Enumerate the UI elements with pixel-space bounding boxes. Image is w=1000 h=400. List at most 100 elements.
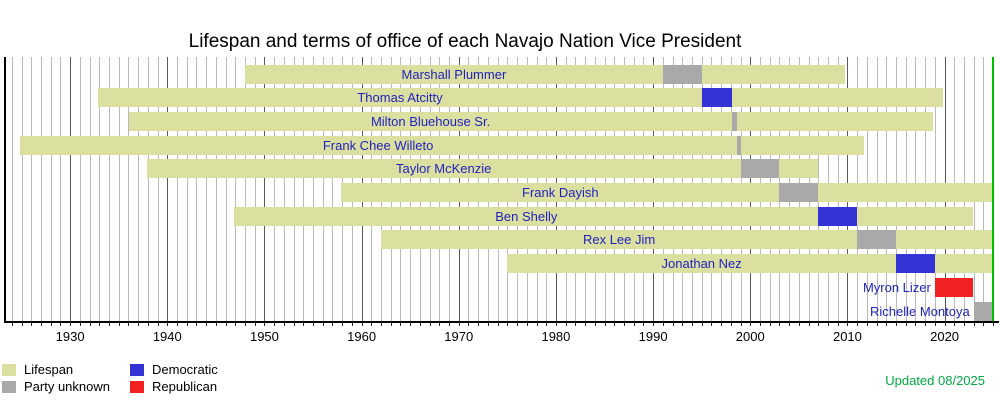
person-name-label: Milton Bluehouse Sr. — [370, 113, 491, 129]
person-name-label: Ben Shelly — [495, 208, 558, 224]
axis-tick — [682, 321, 684, 326]
legend-item-republican: Republican — [130, 379, 217, 394]
axis-tick-label: 1970 — [444, 329, 474, 344]
axis-tick — [827, 321, 829, 326]
gridline — [79, 57, 81, 321]
gridline — [138, 57, 140, 321]
axis-tick — [245, 321, 247, 326]
gridline — [177, 57, 178, 321]
axis-tick — [896, 321, 897, 326]
axis-tick — [50, 321, 52, 326]
axis-tick — [740, 321, 742, 326]
axis-tick — [118, 321, 120, 326]
axis-tick — [390, 321, 392, 326]
term-bar — [896, 254, 935, 274]
axis-tick — [449, 321, 451, 326]
axis-tick-label: 1960 — [347, 329, 377, 344]
gridline — [99, 57, 101, 321]
axis-tick — [332, 321, 334, 326]
legend-item-party-unknown: Party unknown — [2, 379, 110, 394]
lifespan-bar — [381, 230, 994, 250]
axis-tick — [633, 321, 635, 326]
axis-tick — [662, 321, 664, 326]
axis-tick — [905, 321, 907, 326]
axis-tick-label: 1930 — [55, 329, 85, 344]
axis-tick — [89, 321, 91, 326]
axis-tick-label: 1940 — [152, 329, 182, 344]
axis-tick — [555, 321, 557, 326]
axis-tick — [303, 321, 305, 326]
gridline — [70, 57, 72, 321]
gridline — [313, 57, 315, 321]
axis-tick — [594, 321, 596, 326]
gridline — [225, 57, 227, 321]
axis-tick — [11, 321, 13, 326]
gridline — [60, 57, 62, 321]
gridline — [264, 57, 266, 321]
axis-tick — [400, 321, 402, 326]
legend: Lifespan Party unknown Democratic Republ… — [2, 362, 302, 398]
axis-tick — [264, 321, 266, 326]
person-name-label: Richelle Montoya — [870, 303, 970, 319]
axis-tick — [808, 321, 810, 326]
person-name-label: Myron Lizer — [862, 279, 931, 295]
axis-tick — [157, 321, 159, 326]
term-bar — [701, 88, 732, 108]
gridline — [206, 57, 208, 321]
axis-tick — [31, 321, 33, 326]
axis-tick — [983, 321, 985, 326]
gridline — [50, 57, 52, 321]
axis-tick — [167, 321, 169, 326]
axis-tick-label: 1990 — [638, 329, 668, 344]
term-bar — [736, 135, 741, 155]
axis-tick — [721, 321, 723, 326]
gridline — [108, 57, 110, 321]
term-bar — [740, 159, 780, 179]
axis-tick — [410, 321, 412, 326]
axis-tick — [60, 321, 62, 326]
axis-tick — [575, 321, 577, 326]
axis-tick — [769, 321, 771, 326]
axis-tick — [381, 321, 383, 326]
axis-tick — [993, 321, 995, 326]
axis-tick — [128, 321, 130, 326]
axis-tick — [177, 321, 178, 326]
gridline — [196, 57, 198, 321]
lifespan-bar — [19, 135, 864, 155]
axis-tick — [585, 321, 587, 326]
axis-tick — [954, 321, 956, 326]
term-bar — [973, 301, 994, 321]
axis-tick — [419, 321, 421, 326]
axis-tick — [147, 321, 149, 326]
gridline — [254, 57, 256, 321]
legend-item-democratic: Democratic — [130, 362, 218, 377]
axis-tick — [546, 321, 548, 326]
axis-tick — [196, 321, 198, 326]
axis-tick — [439, 321, 441, 326]
person-name-label: Thomas Atcitty — [357, 90, 443, 106]
term-bar — [934, 277, 973, 297]
gridline — [40, 57, 42, 321]
axis-tick — [361, 321, 363, 326]
gridline — [235, 57, 237, 321]
legend-label: Democratic — [152, 362, 218, 377]
axis-tick — [672, 321, 674, 326]
legend-label: Party unknown — [24, 379, 110, 394]
gridline — [128, 57, 130, 321]
axis-tick — [342, 321, 344, 326]
term-bar — [857, 230, 896, 250]
axis-tick — [964, 321, 966, 326]
republican-swatch — [130, 380, 144, 393]
lifespan-bar — [341, 183, 994, 202]
democratic-swatch — [130, 363, 144, 376]
gridline — [245, 57, 247, 321]
axis-tick — [643, 321, 645, 326]
axis-tick — [798, 321, 800, 326]
axis-tick — [99, 321, 101, 326]
axis-tick — [274, 321, 276, 326]
axis-tick — [108, 321, 110, 326]
axis-tick — [429, 321, 431, 326]
party-unknown-swatch — [2, 380, 16, 393]
axis-tick — [254, 321, 256, 326]
